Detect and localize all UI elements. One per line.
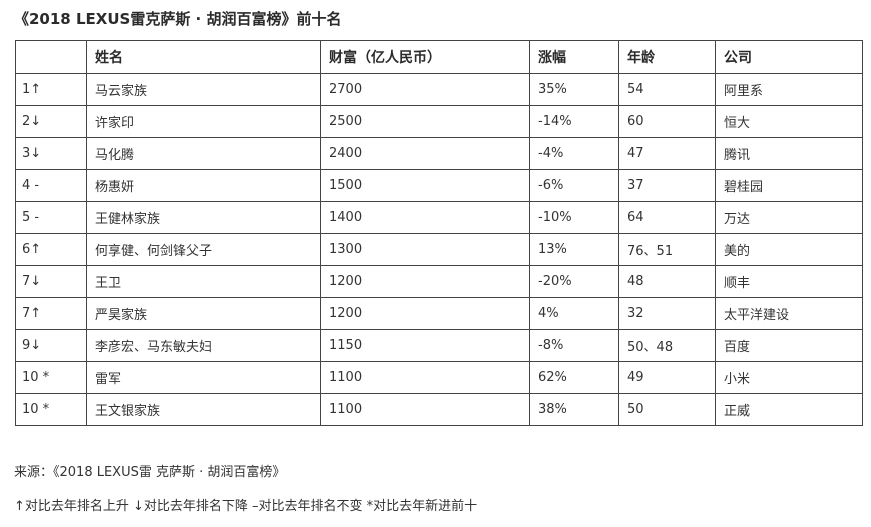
age-cell: 54 <box>618 73 716 106</box>
change-cell: 4% <box>529 297 619 330</box>
table-row: 6↑ 何享健、何剑锋父子 1300 13% 76、51 美的 <box>15 233 863 266</box>
change-cell: -20% <box>529 265 619 298</box>
wealth-cell: 2400 <box>320 137 530 170</box>
name-cell: 杨惠妍 <box>86 169 321 202</box>
wealth-cell: 2500 <box>320 105 530 138</box>
age-cell: 76、51 <box>618 233 716 266</box>
name-cell: 王健林家族 <box>86 201 321 234</box>
rich-list-table: 姓名 财富（亿人民币） 涨幅 年龄 公司 1↑ 马云家族 2700 35% 54… <box>15 40 863 426</box>
change-cell: 62% <box>529 361 619 394</box>
name-cell: 李彦宏、马东敏夫妇 <box>86 329 321 362</box>
company-cell: 太平洋建设 <box>715 297 863 330</box>
age-cell: 47 <box>618 137 716 170</box>
header-age: 年龄 <box>618 40 716 74</box>
name-cell: 何享健、何剑锋父子 <box>86 233 321 266</box>
change-cell: -4% <box>529 137 619 170</box>
age-cell: 49 <box>618 361 716 394</box>
wealth-cell: 1200 <box>320 297 530 330</box>
header-change: 涨幅 <box>529 40 619 74</box>
company-cell: 正威 <box>715 393 863 426</box>
wealth-cell: 1100 <box>320 361 530 394</box>
wealth-cell: 1200 <box>320 265 530 298</box>
change-cell: -8% <box>529 329 619 362</box>
name-cell: 严昊家族 <box>86 297 321 330</box>
table-row: 5 - 王健林家族 1400 -10% 64 万达 <box>15 201 863 234</box>
company-cell: 恒大 <box>715 105 863 138</box>
table-header-row: 姓名 财富（亿人民币） 涨幅 年龄 公司 <box>15 40 863 74</box>
table-row: 3↓ 马化腾 2400 -4% 47 腾讯 <box>15 137 863 170</box>
table-row: 7↑ 严昊家族 1200 4% 32 太平洋建设 <box>15 297 863 330</box>
table-row: 7↓ 王卫 1200 -20% 48 顺丰 <box>15 265 863 298</box>
source-note: 来源：《2018 LEXUS雷 克萨斯 · 胡润百富榜》 <box>14 465 286 480</box>
wealth-cell: 1300 <box>320 233 530 266</box>
company-cell: 百度 <box>715 329 863 362</box>
company-cell: 小米 <box>715 361 863 394</box>
name-cell: 雷军 <box>86 361 321 394</box>
company-cell: 顺丰 <box>715 265 863 298</box>
company-cell: 阿里系 <box>715 73 863 106</box>
rank-cell: 2↓ <box>15 105 87 138</box>
rank-cell: 10 * <box>15 393 87 426</box>
company-cell: 美的 <box>715 233 863 266</box>
age-cell: 60 <box>618 105 716 138</box>
name-cell: 许家印 <box>86 105 321 138</box>
rank-cell: 9↓ <box>15 329 87 362</box>
age-cell: 32 <box>618 297 716 330</box>
company-cell: 万达 <box>715 201 863 234</box>
table-row: 10 * 王文银家族 1100 38% 50 正威 <box>15 393 863 426</box>
wealth-cell: 1400 <box>320 201 530 234</box>
change-cell: -14% <box>529 105 619 138</box>
rank-cell: 5 - <box>15 201 87 234</box>
change-cell: -6% <box>529 169 619 202</box>
rank-cell: 10 * <box>15 361 87 394</box>
table-row: 10 * 雷军 1100 62% 49 小米 <box>15 361 863 394</box>
age-cell: 50、48 <box>618 329 716 362</box>
company-cell: 碧桂园 <box>715 169 863 202</box>
wealth-cell: 1150 <box>320 329 530 362</box>
wealth-cell: 1100 <box>320 393 530 426</box>
header-rank <box>15 40 87 74</box>
rank-cell: 1↑ <box>15 73 87 106</box>
table-row: 4 - 杨惠妍 1500 -6% 37 碧桂园 <box>15 169 863 202</box>
age-cell: 50 <box>618 393 716 426</box>
age-cell: 48 <box>618 265 716 298</box>
rank-cell: 3↓ <box>15 137 87 170</box>
wealth-cell: 2700 <box>320 73 530 106</box>
name-cell: 马云家族 <box>86 73 321 106</box>
change-cell: 38% <box>529 393 619 426</box>
name-cell: 王文银家族 <box>86 393 321 426</box>
company-cell: 腾讯 <box>715 137 863 170</box>
name-cell: 王卫 <box>86 265 321 298</box>
header-name: 姓名 <box>86 40 321 74</box>
table-row: 9↓ 李彦宏、马东敏夫妇 1150 -8% 50、48 百度 <box>15 329 863 362</box>
table-row: 1↑ 马云家族 2700 35% 54 阿里系 <box>15 73 863 106</box>
change-cell: 35% <box>529 73 619 106</box>
rank-cell: 6↑ <box>15 233 87 266</box>
legend-note: ↑对比去年排名上升 ↓对比去年排名下降 –对比去年排名不变 *对比去年新进前十 <box>14 499 478 514</box>
age-cell: 37 <box>618 169 716 202</box>
rank-cell: 4 - <box>15 169 87 202</box>
rank-cell: 7↓ <box>15 265 87 298</box>
wealth-cell: 1500 <box>320 169 530 202</box>
rank-cell: 7↑ <box>15 297 87 330</box>
change-cell: -10% <box>529 201 619 234</box>
header-company: 公司 <box>715 40 863 74</box>
header-wealth: 财富（亿人民币） <box>320 40 530 74</box>
change-cell: 13% <box>529 233 619 266</box>
page-title: 《2018 LEXUS雷克萨斯 · 胡润百富榜》前十名 <box>14 10 342 28</box>
age-cell: 64 <box>618 201 716 234</box>
name-cell: 马化腾 <box>86 137 321 170</box>
table-row: 2↓ 许家印 2500 -14% 60 恒大 <box>15 105 863 138</box>
